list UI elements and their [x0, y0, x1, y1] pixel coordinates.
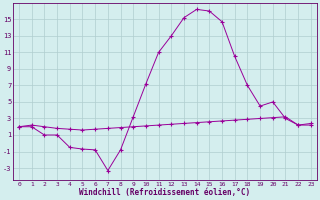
X-axis label: Windchill (Refroidissement éolien,°C): Windchill (Refroidissement éolien,°C): [79, 188, 251, 197]
